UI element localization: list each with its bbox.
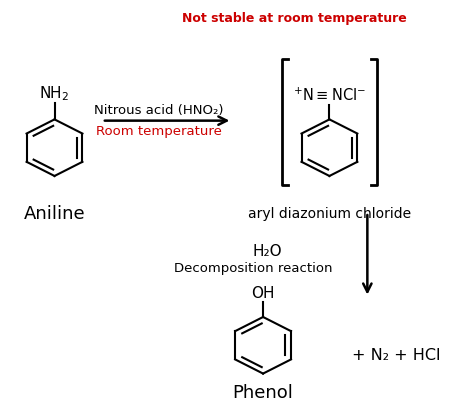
Text: OH: OH <box>251 286 275 301</box>
Text: Not stable at room temperature: Not stable at room temperature <box>182 12 406 25</box>
Text: Aniline: Aniline <box>24 205 85 223</box>
Text: Nitrous acid (HNO₂): Nitrous acid (HNO₂) <box>94 104 224 117</box>
Text: $^{+}$N$\equiv$NCl$^{-}$: $^{+}$N$\equiv$NCl$^{-}$ <box>293 86 366 104</box>
Text: aryl diazonium chloride: aryl diazonium chloride <box>248 207 411 221</box>
Text: + N₂ + HCl: + N₂ + HCl <box>352 348 440 363</box>
Text: H₂O: H₂O <box>253 244 283 259</box>
Text: NH$_2$: NH$_2$ <box>39 84 70 103</box>
Text: Phenol: Phenol <box>233 384 293 402</box>
Text: Room temperature: Room temperature <box>96 124 222 138</box>
Text: Decomposition reaction: Decomposition reaction <box>174 262 333 275</box>
